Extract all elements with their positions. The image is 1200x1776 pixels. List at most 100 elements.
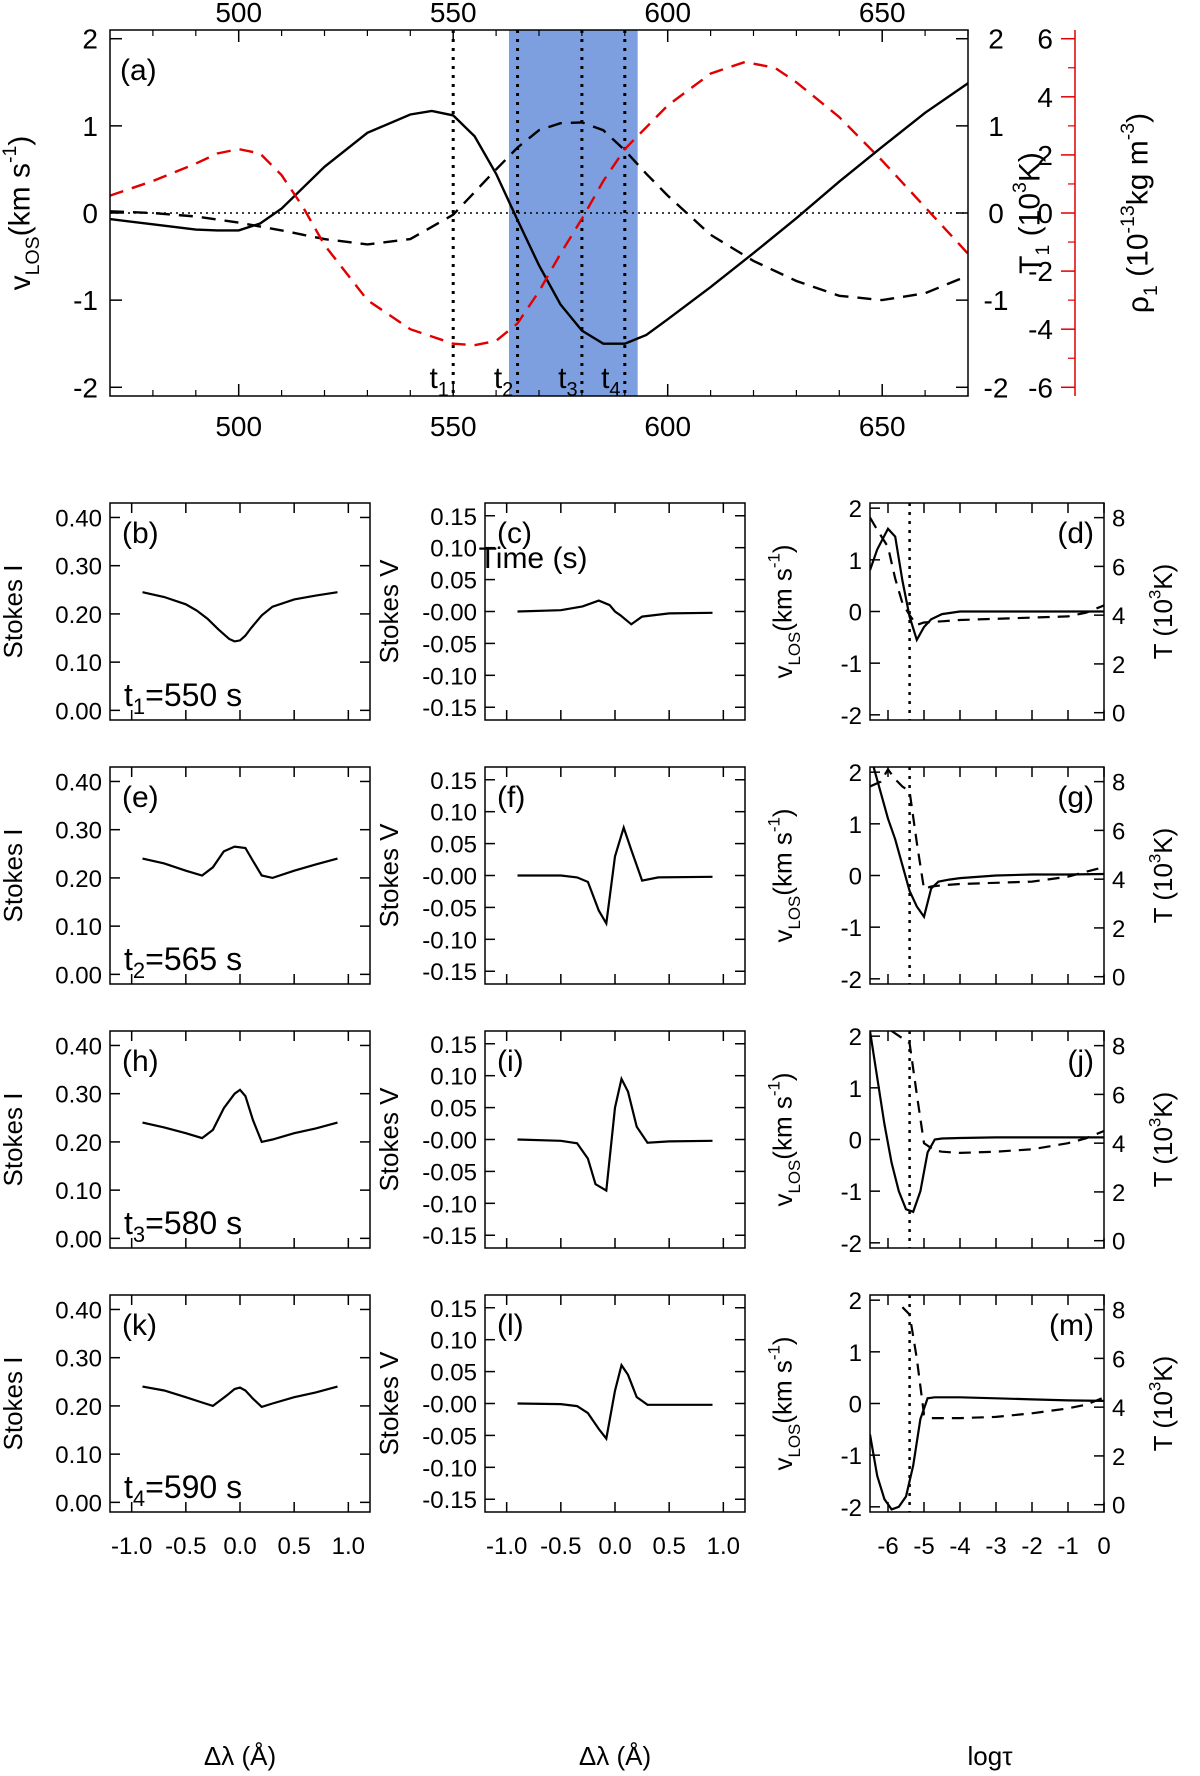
y-right-tick-label: 0 <box>1112 1229 1125 1256</box>
x-tick-label: 1.0 <box>707 1533 740 1560</box>
x-tick-label: 0 <box>1097 1533 1110 1560</box>
y-right-tick-label: 1 <box>988 111 1004 142</box>
y-tick-label: -0.05 <box>422 631 477 658</box>
y-tick-label: -2 <box>841 1231 862 1258</box>
ylabel-vlos: vLOS(km s-1) <box>765 1336 804 1470</box>
y-tick-label: 2 <box>849 1288 862 1315</box>
y-right-tick-label: 6 <box>1112 1346 1125 1373</box>
panel-label: (a) <box>120 54 157 87</box>
y-right-tick-label: -2 <box>984 372 1009 403</box>
y-tick-label: 0.00 <box>55 698 102 725</box>
y-tick-label: -0.15 <box>422 1487 477 1514</box>
panel-label: (d) <box>1057 517 1094 550</box>
x-tick-label: 650 <box>859 411 906 442</box>
y-tick-label: -1 <box>841 915 862 942</box>
ylabel-stokes: Stokes I <box>0 565 28 659</box>
panel-label: (h) <box>122 1045 159 1078</box>
y-tick-label: -0.10 <box>422 1455 477 1482</box>
y-right-tick-label: 4 <box>1112 603 1125 630</box>
x-tick-label-top: 500 <box>215 0 262 28</box>
y-tick-label: -0.00 <box>422 600 477 627</box>
x-tick-label: -1.0 <box>111 1533 152 1560</box>
y-right-tick-label: 2 <box>1112 1180 1125 1207</box>
stokes-i-curve <box>142 845 338 880</box>
y-right-tick-label: 6 <box>1112 1082 1125 1109</box>
y-tick-label: 0 <box>849 600 862 627</box>
y-right-tick-label: 8 <box>1112 506 1125 533</box>
ylabel-stokes: Stokes V <box>374 823 404 928</box>
series-temperature <box>109 121 969 302</box>
y-tick-label: 0.15 <box>430 768 477 795</box>
y-tick-label: 2 <box>849 760 862 787</box>
y-tick-label: -0.05 <box>422 1159 477 1186</box>
y-tick-label: 0.05 <box>430 1096 477 1123</box>
y-tick-label: 0.10 <box>55 1442 102 1469</box>
panel-label: (e) <box>122 781 159 814</box>
time-label: t1=550 s <box>124 677 242 719</box>
y-tick-label: -0.05 <box>422 1423 477 1450</box>
time-marker-label: t4 <box>601 362 620 401</box>
y-tick-label: -1 <box>841 651 862 678</box>
time-label: t2=565 s <box>124 941 242 983</box>
y-right-tick-label: 0 <box>1112 1493 1125 1520</box>
y-tick-label: -2 <box>73 372 98 403</box>
x-tick-label: 0.0 <box>598 1533 631 1560</box>
density-tick-label: 4 <box>1037 82 1053 113</box>
row-xlabel-stokes-i: Δλ (Å) <box>204 1741 276 1771</box>
vlos-profile <box>872 767 1104 920</box>
y-tick-label: -2 <box>841 703 862 730</box>
x-tick-label: -0.5 <box>540 1533 581 1560</box>
ylabel-stokes: Stokes I <box>0 1093 28 1187</box>
ylabel-stokes: Stokes V <box>374 1087 404 1192</box>
y-tick-label: 0.20 <box>55 1130 102 1157</box>
density-tick-label: 0 <box>1037 198 1053 229</box>
ylabel-density: ρ1 (10-13kg m-3) <box>1117 113 1162 313</box>
y-right-tick-label: 8 <box>1112 1034 1125 1061</box>
x-tick-label-top: 600 <box>644 0 691 28</box>
ylabel-temperature: T (103K) <box>1145 1092 1178 1188</box>
row-xlabel-logtau: logτ <box>968 1741 1014 1771</box>
stokes-i-curve <box>142 591 338 643</box>
atmosphere-plot-area <box>870 1031 1104 1214</box>
y-right-tick-label: 0 <box>1112 701 1125 728</box>
x-tick-label: 600 <box>644 411 691 442</box>
y-tick-label: 0.10 <box>55 650 102 677</box>
y-tick-label: 0 <box>849 864 862 891</box>
panel-label: (l) <box>497 1309 524 1342</box>
y-tick-label: 0.10 <box>430 1328 477 1355</box>
vlos-profile <box>870 1396 1104 1511</box>
panel-label: (c) <box>497 517 532 550</box>
y-tick-label: -2 <box>841 967 862 994</box>
density-tick-label: 6 <box>1037 24 1053 55</box>
y-tick-label: 0.20 <box>55 602 102 629</box>
y-tick-label: 0.05 <box>430 1360 477 1387</box>
y-tick-label: 0.30 <box>55 1082 102 1109</box>
vlos-profile <box>870 1031 1104 1214</box>
y-tick-label: -0.05 <box>422 895 477 922</box>
y-tick-label: 1 <box>82 111 98 142</box>
x-tick-label: -4 <box>949 1533 970 1560</box>
x-tick-label: -5 <box>913 1533 934 1560</box>
x-tick-label: -1 <box>1057 1533 1078 1560</box>
y-right-tick-label: 0 <box>1112 965 1125 992</box>
y-tick-label: 1 <box>849 548 862 575</box>
y-tick-label: 0.10 <box>430 1064 477 1091</box>
y-right-tick-label: 2 <box>1112 916 1125 943</box>
y-tick-label: 0.10 <box>430 536 477 563</box>
y-tick-label: 0.15 <box>430 504 477 531</box>
y-tick-label: 0.40 <box>55 769 102 796</box>
ylabel-vlos: vLOS(km s-1) <box>765 544 804 678</box>
y-right-tick-label: 4 <box>1112 1395 1125 1422</box>
time-marker-label: t3 <box>558 362 577 401</box>
density-tick-label: -6 <box>1028 372 1053 403</box>
atmosphere-plot-area <box>870 517 1104 643</box>
time-marker-label: t1 <box>429 362 448 401</box>
y-right-tick-label: 8 <box>1112 770 1125 797</box>
density-tick-label: -2 <box>1028 256 1053 287</box>
y-right-tick-label: 6 <box>1112 554 1125 581</box>
y-tick-label: -1 <box>73 285 98 316</box>
y-tick-label: -0.15 <box>422 959 477 986</box>
temperature-profile <box>890 1031 1104 1155</box>
stokes-v-curve <box>517 823 713 927</box>
